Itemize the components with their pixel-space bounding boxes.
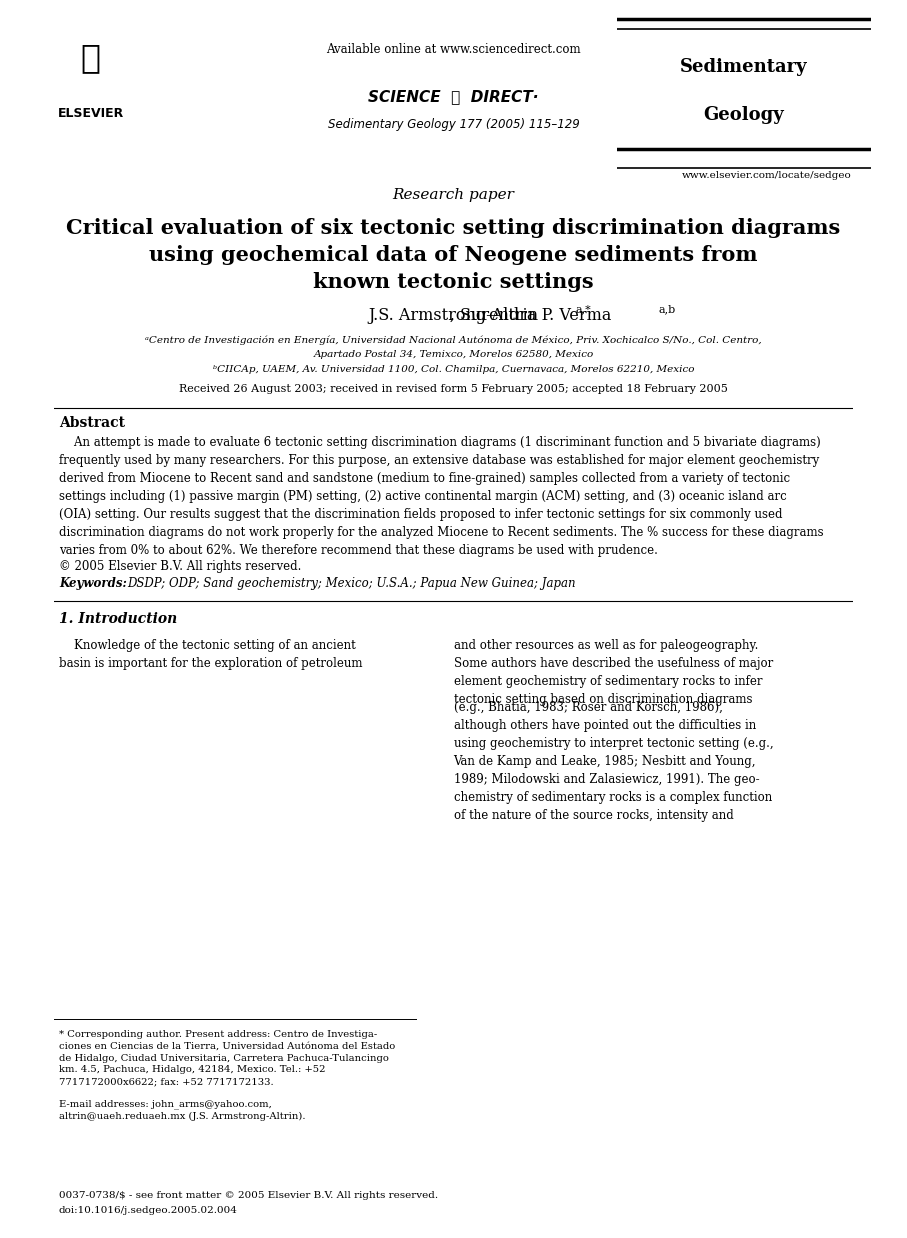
Text: SCIENCE  ⓓ  DIRECT·: SCIENCE ⓓ DIRECT·	[368, 89, 539, 104]
Text: Keywords:: Keywords:	[59, 577, 127, 591]
Text: Sedimentary Geology 177 (2005) 115–129: Sedimentary Geology 177 (2005) 115–129	[327, 118, 580, 131]
Text: Critical evaluation of six tectonic setting discrimination diagrams: Critical evaluation of six tectonic sett…	[66, 218, 841, 238]
Text: © 2005 Elsevier B.V. All rights reserved.: © 2005 Elsevier B.V. All rights reserved…	[59, 560, 301, 573]
Text: Available online at www.sciencedirect.com: Available online at www.sciencedirect.co…	[327, 43, 580, 57]
Text: Apartado Postal 34, Temixco, Morelos 62580, Mexico: Apartado Postal 34, Temixco, Morelos 625…	[314, 350, 593, 359]
Text: * Corresponding author. Present address: Centro de Investiga-
ciones en Ciencias: * Corresponding author. Present address:…	[59, 1030, 395, 1086]
Text: Research paper: Research paper	[393, 188, 514, 202]
Text: Knowledge of the tectonic setting of an ancient
basin is important for the explo: Knowledge of the tectonic setting of an …	[59, 639, 363, 670]
Text: Abstract: Abstract	[59, 416, 125, 430]
Text: (e.g., Bhatia, 1983; Roser and Korsch, 1986),
although others have pointed out t: (e.g., Bhatia, 1983; Roser and Korsch, 1…	[454, 701, 773, 822]
Text: ᵃCentro de Investigación en Energía, Universidad Nacional Autónoma de México, Pr: ᵃCentro de Investigación en Energía, Uni…	[145, 335, 762, 345]
Text: a,*: a,*	[576, 305, 591, 314]
Text: www.elsevier.com/locate/sedgeo: www.elsevier.com/locate/sedgeo	[681, 171, 852, 180]
Text: , Surendra P. Verma: , Surendra P. Verma	[296, 307, 611, 324]
Text: Sedimentary: Sedimentary	[680, 58, 807, 76]
Text: E-mail addresses: john_arms@yahoo.com,
altrin@uaeh.reduaeh.mx (J.S. Armstrong-Al: E-mail addresses: john_arms@yahoo.com, a…	[59, 1099, 306, 1120]
Text: Geology: Geology	[703, 105, 785, 124]
Text: J.S. Armstrong-Altrin: J.S. Armstrong-Altrin	[368, 307, 539, 324]
Text: and other resources as well as for paleogeography.
Some authors have described t: and other resources as well as for paleo…	[454, 639, 773, 706]
Text: Received 26 August 2003; received in revised form 5 February 2005; accepted 18 F: Received 26 August 2003; received in rev…	[179, 384, 728, 394]
Text: known tectonic settings: known tectonic settings	[313, 272, 594, 292]
Text: a,b: a,b	[658, 305, 676, 314]
Text: DSDP; ODP; Sand geochemistry; Mexico; U.S.A.; Papua New Guinea; Japan: DSDP; ODP; Sand geochemistry; Mexico; U.…	[127, 577, 576, 591]
Text: ᵇCIICAp, UAEM, Av. Universidad 1100, Col. Chamilpa, Cuernavaca, Morelos 62210, M: ᵇCIICAp, UAEM, Av. Universidad 1100, Col…	[213, 365, 694, 374]
Text: 1. Introduction: 1. Introduction	[59, 612, 177, 625]
Text: ELSEVIER: ELSEVIER	[57, 106, 124, 120]
Text: An attempt is made to evaluate 6 tectonic setting discrimination diagrams (1 dis: An attempt is made to evaluate 6 tectoni…	[59, 436, 824, 557]
Text: doi:10.1016/j.sedgeo.2005.02.004: doi:10.1016/j.sedgeo.2005.02.004	[59, 1206, 238, 1214]
Text: 0037-0738/$ - see front matter © 2005 Elsevier B.V. All rights reserved.: 0037-0738/$ - see front matter © 2005 El…	[59, 1191, 438, 1200]
Text: using geochemical data of Neogene sediments from: using geochemical data of Neogene sedime…	[150, 245, 757, 265]
Text: 🌳: 🌳	[81, 41, 101, 74]
